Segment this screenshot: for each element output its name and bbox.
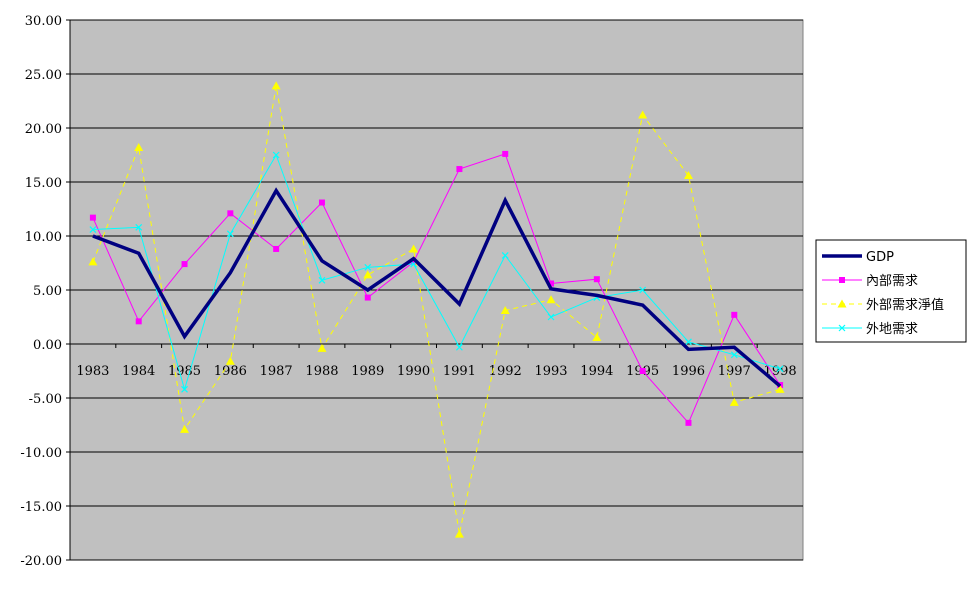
legend-label: 外地需求	[866, 322, 918, 337]
data-point	[456, 166, 463, 173]
data-point	[89, 226, 97, 233]
y-tick-label: -5.00	[29, 392, 62, 407]
data-point	[729, 397, 739, 406]
data-point	[273, 245, 280, 252]
data-point	[683, 171, 693, 180]
data-point	[639, 368, 646, 374]
y-tick-label: 5.00	[33, 284, 62, 299]
data-point	[546, 295, 556, 304]
data-point	[500, 306, 510, 315]
data-point	[318, 199, 325, 206]
x-tick-label: 1985	[168, 364, 201, 379]
data-point	[180, 424, 190, 433]
data-point	[364, 263, 372, 271]
data-point	[363, 270, 373, 279]
data-point	[88, 257, 98, 266]
y-tick-labels: 30.00 25.00 20.00 15.00 10.00 5.00 0.00 -5.00 -1…	[20, 14, 70, 569]
series-3	[89, 151, 784, 393]
series-lines	[88, 81, 785, 538]
legend-label: 外部需求淨值	[866, 297, 944, 313]
data-point	[639, 286, 647, 294]
legend-item: 內部需求	[822, 274, 918, 289]
x-tick-label: 1993	[534, 364, 567, 379]
x-tick-label: 1994	[580, 364, 613, 379]
data-point	[271, 81, 281, 90]
y-tick-label: 20.00	[25, 122, 62, 137]
series-line	[92, 187, 782, 388]
data-point	[181, 385, 188, 393]
data-point	[227, 210, 234, 217]
x-tick-label: 1991	[443, 364, 476, 379]
data-point	[135, 318, 142, 325]
legend-label: GDP	[866, 250, 894, 265]
data-point	[730, 351, 738, 359]
data-point	[731, 311, 738, 318]
data-point	[501, 252, 509, 259]
data-point	[593, 276, 600, 283]
series-0	[92, 187, 782, 388]
series-line	[92, 85, 781, 535]
data-point	[776, 365, 784, 373]
data-point	[839, 277, 845, 283]
x-tick-label: 1986	[214, 364, 247, 379]
data-point	[410, 258, 417, 265]
legend-item: 外地需求	[822, 322, 918, 337]
data-point	[318, 276, 326, 284]
data-point	[548, 280, 555, 287]
x-tick-label: 1984	[122, 364, 155, 379]
data-point	[225, 356, 235, 365]
x-tick-label: 1983	[76, 364, 109, 379]
data-point	[364, 294, 371, 301]
y-tick-label: 0.00	[33, 338, 62, 353]
x-tick-label: 1990	[397, 364, 430, 379]
data-point	[638, 110, 648, 119]
data-point	[226, 230, 234, 238]
x-tick-label: 1988	[305, 364, 338, 379]
data-point	[135, 223, 143, 231]
legend-item: 外部需求淨值	[822, 297, 944, 313]
x-tick-label: 1996	[672, 364, 705, 379]
y-tick-label: 15.00	[25, 176, 62, 191]
data-point	[181, 261, 188, 268]
x-tick-label: 1989	[351, 364, 384, 379]
legend-item: GDP	[822, 250, 894, 265]
data-point	[317, 343, 327, 352]
data-point	[272, 151, 280, 159]
y-tick-label: -15.00	[20, 500, 62, 515]
data-point	[592, 333, 602, 342]
x-tick-label: 1998	[764, 364, 797, 379]
legend-label: 內部需求	[866, 274, 918, 289]
data-point	[685, 338, 692, 346]
x-tick-label: 1987	[260, 364, 293, 379]
data-point	[775, 384, 785, 393]
data-point	[838, 324, 846, 332]
series-2	[88, 81, 785, 538]
y-tick-label: 25.00	[25, 68, 62, 83]
data-point	[134, 142, 144, 151]
data-point	[454, 529, 464, 538]
data-point	[547, 313, 555, 321]
x-tick-label: 1992	[489, 364, 522, 379]
data-point	[685, 419, 692, 426]
series-line	[92, 153, 781, 392]
y-tick-label: -20.00	[20, 554, 62, 569]
data-point	[89, 214, 96, 221]
x-tick-labels: 1983 1984 1985 1986 1987 1988 1989 1990 1991 1992…	[69, 344, 797, 379]
y-tick-label: 10.00	[25, 230, 62, 245]
x-tick-label: 1997	[718, 364, 751, 379]
data-point	[409, 244, 419, 253]
data-point	[502, 150, 509, 157]
y-tick-label: 30.00	[25, 14, 62, 29]
data-point	[837, 299, 847, 308]
data-point	[455, 343, 463, 351]
y-tick-label: -10.00	[20, 446, 62, 461]
series-line	[92, 153, 781, 424]
